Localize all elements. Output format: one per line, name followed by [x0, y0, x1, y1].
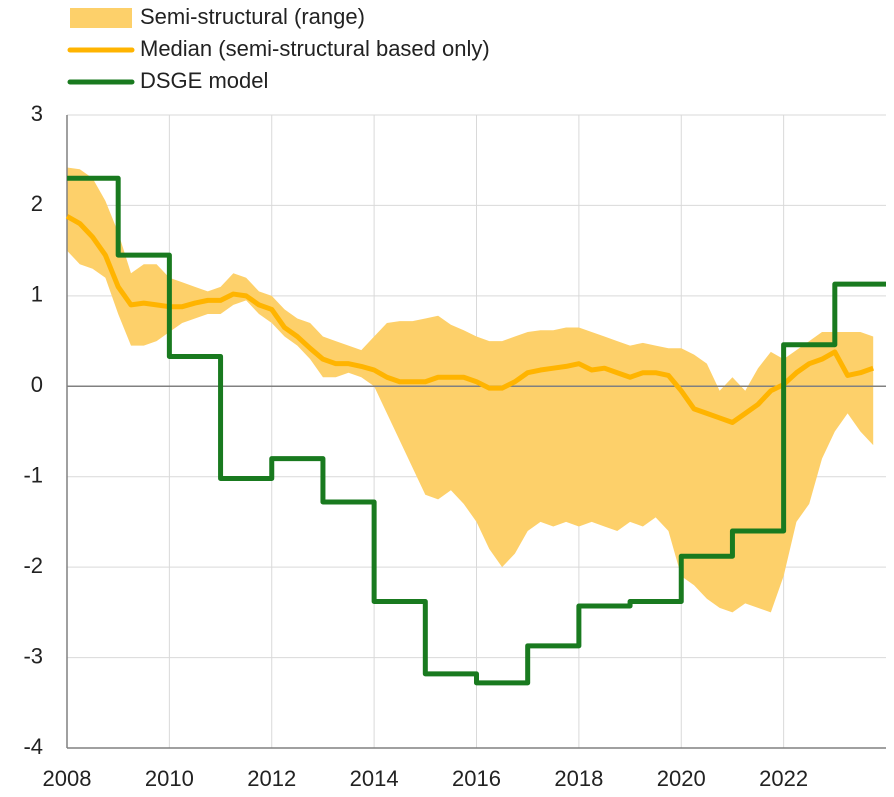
y-tick-label: -2	[23, 553, 43, 578]
y-tick-label: 2	[31, 191, 43, 216]
y-tick-label: 3	[31, 101, 43, 126]
y-tick-label: -4	[23, 734, 43, 759]
x-tick-label: 2014	[350, 766, 399, 791]
legend-label: Semi-structural (range)	[140, 4, 365, 29]
x-tick-label: 2020	[657, 766, 706, 791]
y-tick-label: -1	[23, 463, 43, 488]
legend-label: Median (semi-structural based only)	[140, 36, 490, 61]
legend-swatch	[70, 8, 132, 28]
legend-label: DSGE model	[140, 68, 268, 93]
range-band	[67, 167, 874, 613]
x-tick-label: 2012	[247, 766, 296, 791]
line	[67, 175, 886, 686]
y-tick-label: 1	[31, 282, 43, 307]
x-tick-label: 2010	[145, 766, 194, 791]
y-tick-label: 0	[31, 372, 43, 397]
x-tick-label: 2022	[759, 766, 808, 791]
x-tick-label: 2018	[554, 766, 603, 791]
x-tick-label: 2016	[452, 766, 501, 791]
x-tick-label: 2008	[43, 766, 92, 791]
y-tick-label: -3	[23, 643, 43, 668]
line	[65, 214, 875, 425]
